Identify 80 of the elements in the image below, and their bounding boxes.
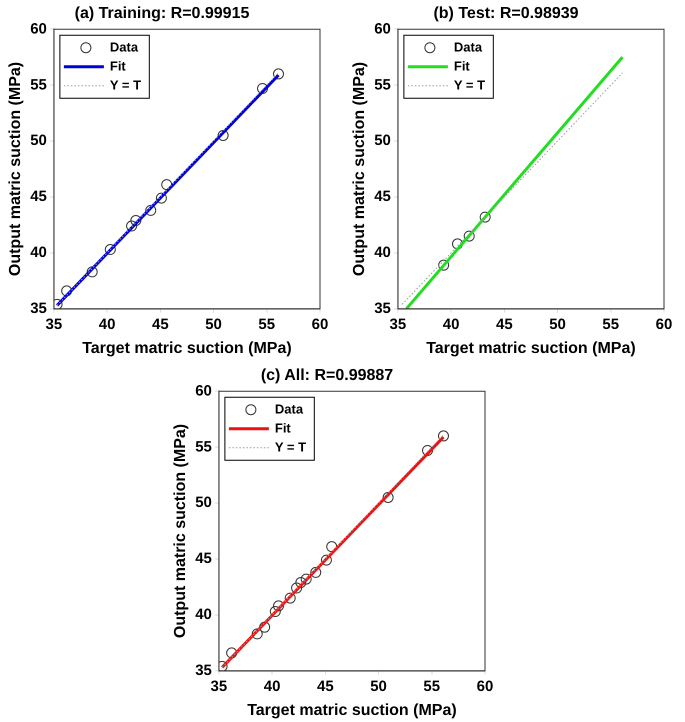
point bbox=[130, 214, 142, 226]
legend-label: Fit bbox=[274, 420, 292, 436]
point bbox=[422, 444, 434, 456]
legend-label: Y = T bbox=[274, 439, 306, 454]
y-tick-label: 60 bbox=[374, 20, 391, 38]
legend-label: Y = T bbox=[110, 77, 142, 92]
x-tick-label: 35 bbox=[46, 316, 62, 333]
y-tick-label: 45 bbox=[374, 188, 391, 206]
x-tick-label: 60 bbox=[476, 678, 494, 695]
chart-title: (c) All: R=0.99887 bbox=[260, 367, 394, 384]
point bbox=[257, 82, 268, 94]
y-tick-label: 50 bbox=[30, 132, 47, 150]
x-tick-label: 45 bbox=[316, 678, 334, 695]
x-tick-label: 40 bbox=[264, 678, 280, 695]
legend-label: Data bbox=[454, 39, 483, 54]
y-axis-title: Output matric suction (MPa) bbox=[351, 62, 368, 276]
point bbox=[300, 574, 312, 585]
point bbox=[438, 430, 449, 442]
y-tick-label: 60 bbox=[30, 20, 47, 38]
y-tick-label: 55 bbox=[374, 76, 391, 94]
chart-title: (a) Training: R=0.99915 bbox=[74, 5, 250, 22]
y-tick-label: 35 bbox=[374, 300, 391, 317]
x-tick-label: 40 bbox=[442, 316, 460, 333]
point bbox=[295, 576, 306, 588]
point bbox=[61, 285, 72, 296]
y-tick-label: 35 bbox=[195, 662, 212, 679]
x-tick-label: 55 bbox=[258, 316, 276, 333]
x-axis-title: Target matric suction (MPa) bbox=[426, 340, 636, 357]
y-tick-label: 55 bbox=[30, 76, 47, 94]
legend-label: Fit bbox=[110, 58, 126, 74]
y-tick-label: 60 bbox=[195, 382, 212, 400]
y-tick-label: 40 bbox=[30, 244, 47, 262]
x-tick-label: 45 bbox=[152, 316, 169, 333]
legend-label: Fit bbox=[454, 58, 470, 74]
point bbox=[126, 220, 138, 232]
point bbox=[480, 212, 491, 223]
point bbox=[252, 628, 263, 640]
x-tick-label: 60 bbox=[656, 316, 672, 333]
point bbox=[382, 492, 394, 503]
point bbox=[145, 204, 156, 216]
x-tick-label: 35 bbox=[390, 316, 406, 333]
x-tick-label: 55 bbox=[602, 316, 620, 333]
point bbox=[272, 68, 284, 80]
point bbox=[86, 266, 98, 278]
y-axis-title: Output matric suction (MPa) bbox=[7, 62, 24, 276]
point bbox=[156, 192, 167, 204]
y-tick-label: 35 bbox=[30, 300, 47, 317]
point bbox=[270, 606, 281, 618]
x-tick-label: 45 bbox=[496, 316, 513, 333]
point bbox=[464, 230, 475, 242]
x-tick-label: 55 bbox=[423, 678, 440, 695]
y-tick-label: 50 bbox=[195, 494, 212, 512]
x-tick-label: 50 bbox=[549, 316, 566, 333]
y-tick-label: 45 bbox=[30, 188, 47, 206]
point bbox=[218, 130, 229, 141]
point bbox=[291, 582, 302, 594]
y-tick-label: 50 bbox=[374, 132, 391, 150]
point bbox=[452, 238, 463, 250]
x-tick-label: 60 bbox=[312, 316, 328, 333]
y-tick-label: 40 bbox=[195, 606, 212, 624]
x-axis-title: Target matric suction (MPa) bbox=[247, 702, 457, 719]
point bbox=[284, 592, 296, 604]
legend-label: Y = T bbox=[454, 77, 486, 92]
x-tick-label: 35 bbox=[210, 678, 228, 695]
y-axis-title: Output matric suction (MPa) bbox=[172, 424, 190, 638]
legend-label: Data bbox=[274, 401, 304, 416]
point bbox=[104, 244, 116, 256]
y-tick-label: 40 bbox=[374, 244, 391, 262]
x-axis-title: Target matric suction (MPa) bbox=[82, 340, 292, 357]
point bbox=[320, 554, 332, 566]
y-tick-label: 45 bbox=[195, 550, 212, 568]
point bbox=[438, 260, 450, 271]
point bbox=[226, 647, 238, 658]
legend-label: Data bbox=[110, 39, 139, 54]
point bbox=[272, 600, 284, 612]
x-tick-label: 40 bbox=[98, 316, 116, 333]
point bbox=[310, 566, 322, 578]
point bbox=[259, 622, 270, 633]
chart-title: (b) Test: R=0.98939 bbox=[433, 5, 579, 22]
y-tick-label: 55 bbox=[195, 438, 212, 456]
